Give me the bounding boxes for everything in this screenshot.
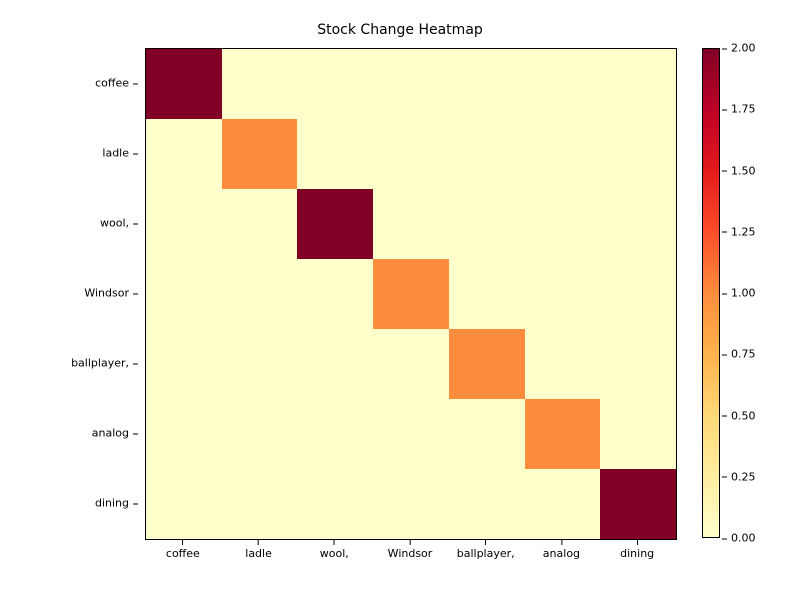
heatmap-cell [525,469,601,539]
heatmap-cell [297,259,373,329]
y-tick-label: ballplayer, [71,357,138,370]
heatmap-cell [449,189,525,259]
heatmap-cell [600,329,676,399]
heatmap-cell [373,259,449,329]
heatmap-cell [297,399,373,469]
y-tick-label: dining [95,497,138,510]
heatmap-cell [222,399,298,469]
heatmap-cell [222,259,298,329]
heatmap-cell [525,259,601,329]
heatmap-cell [222,189,298,259]
heatmap-cell [297,469,373,539]
heatmap-cell [600,119,676,189]
heatmap-cell [146,119,222,189]
x-tick-label: coffee [166,540,200,560]
heatmap-cell [600,469,676,539]
heatmap-cell [373,399,449,469]
heatmap-cell [222,329,298,399]
heatmap-cell [373,469,449,539]
heatmap-cell [146,329,222,399]
heatmap-cell [449,469,525,539]
heatmap-axes [145,48,677,540]
y-tick-label: analog [92,427,138,440]
x-tick-label: analog [543,540,580,560]
heatmap-cell [449,329,525,399]
x-tick-label: Windsor [388,540,433,560]
colorbar-ticks: 0.000.250.500.751.001.251.501.752.00 [722,48,772,538]
heatmap-cell [525,399,601,469]
heatmap-cell [449,399,525,469]
heatmap-cell [525,119,601,189]
colorbar-tick-label: 2.00 [722,42,756,55]
heatmap-cell [525,49,601,119]
x-tick-label: ladle [245,540,272,560]
heatmap-cell [449,49,525,119]
y-tick-label: coffee [95,77,138,90]
colorbar-tick-label: 1.75 [722,103,756,116]
colorbar-tick-label: 0.25 [722,470,756,483]
heatmap-cell [146,49,222,119]
heatmap-cell [222,49,298,119]
colorbar-tick-label: 1.50 [722,164,756,177]
colorbar-tick-label: 1.00 [722,287,756,300]
heatmap-cell [373,49,449,119]
heatmap-cell [373,119,449,189]
heatmap-cell [525,189,601,259]
y-tick-label: ladle [102,147,138,160]
x-tick-label: dining [620,540,654,560]
heatmap-cell [146,469,222,539]
heatmap-cell [146,259,222,329]
heatmap-cell [525,329,601,399]
heatmap-cell [297,49,373,119]
heatmap-grid [146,49,676,539]
heatmap-cell [222,469,298,539]
heatmap-cell [297,189,373,259]
colorbar-tick-label: 0.00 [722,532,756,545]
colorbar-tick-label: 0.75 [722,348,756,361]
colorbar [702,48,720,538]
heatmap-cell [146,399,222,469]
y-tick-label: Windsor [84,287,138,300]
heatmap-cell [449,259,525,329]
heatmap-cell [373,189,449,259]
heatmap-cell [146,189,222,259]
colorbar-tick-label: 1.25 [722,225,756,238]
heatmap-cell [449,119,525,189]
x-tick-label: wool, [320,540,349,560]
heatmap-cell [297,329,373,399]
heatmap-cell [222,119,298,189]
heatmap-cell [600,49,676,119]
x-tick-label: ballplayer, [457,540,515,560]
colorbar-gradient [702,48,720,538]
heatmap-cell [600,259,676,329]
figure: Stock Change Heatmap coffee ladle wool, Win… [0,0,800,600]
heatmap-cell [600,189,676,259]
y-axis-ticks: coffee ladle wool, Windsor ballplayer, analog… [0,48,138,538]
heatmap-cell [600,399,676,469]
heatmap-cell [297,119,373,189]
heatmap-cell [373,329,449,399]
colorbar-tick-label: 0.50 [722,409,756,422]
chart-title: Stock Change Heatmap [0,22,800,38]
y-tick-label: wool, [100,217,138,230]
